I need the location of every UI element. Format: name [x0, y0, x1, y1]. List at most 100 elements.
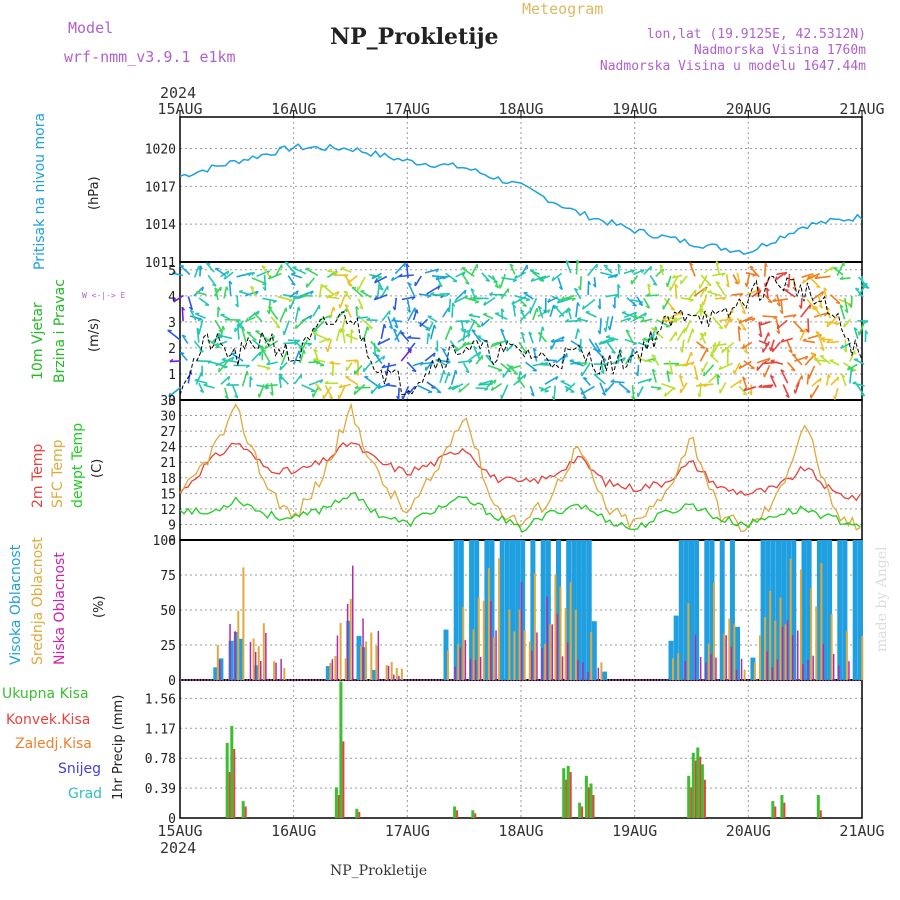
high-cloud-bar — [530, 540, 536, 680]
wind-barb-head — [798, 304, 802, 309]
y-tick-label: 4 — [168, 290, 176, 305]
wind-barb-head — [500, 328, 505, 333]
wind-barb-head — [264, 382, 269, 387]
wind-barb — [855, 383, 866, 397]
y-tick-label: 5 — [168, 264, 176, 279]
wind-barb — [579, 338, 582, 353]
wind-barb-head — [199, 389, 204, 394]
low-cloud-bar — [331, 659, 334, 680]
wind-barb-head — [223, 366, 228, 369]
wind-barb — [499, 273, 506, 289]
wind-barb — [744, 317, 756, 322]
wind-barb-head — [701, 301, 704, 306]
wind-barb-head — [476, 325, 481, 328]
wind-barb-head — [328, 396, 333, 400]
wind-barb — [394, 329, 402, 341]
low-cloud-bar — [495, 630, 497, 680]
wind-barb — [733, 362, 741, 375]
high-cloud-bar — [683, 540, 689, 680]
wind-barb-head — [238, 289, 244, 293]
mid-cloud-bar — [528, 641, 531, 680]
wind-barb — [471, 329, 482, 343]
wind-barb-head — [783, 271, 788, 276]
wind-barb-head — [172, 271, 177, 274]
mid-cloud-bar — [574, 609, 577, 680]
wind-barb — [193, 340, 204, 353]
wind-barb — [765, 287, 769, 299]
cloud-label-low: Niska Oblacnost — [52, 552, 68, 665]
wind-barb-head — [547, 309, 551, 314]
wind-barb-head — [319, 379, 324, 384]
wind-barb-head — [741, 310, 746, 315]
wind-barb-head — [196, 327, 201, 332]
wind-barb-head — [310, 290, 314, 295]
wind-barb-head — [792, 286, 797, 291]
wind-barb — [736, 317, 747, 331]
wind-barb-head — [522, 304, 527, 307]
wind-barb — [218, 360, 229, 373]
wind-barb — [424, 268, 440, 274]
wind-barb — [392, 328, 400, 343]
wind-barb — [341, 328, 346, 344]
wind-barb-head — [212, 283, 217, 287]
wind-barb-head — [538, 276, 543, 281]
wind-barb-head — [551, 276, 555, 282]
temp-sfc-line — [179, 402, 861, 533]
x-tick-label-bottom: 15AUG — [157, 822, 202, 840]
wind-barb-head — [839, 276, 844, 280]
temp-label-sfc: SFC Temp — [50, 439, 66, 508]
wind-barb — [470, 263, 478, 277]
wind-barb-head — [736, 279, 741, 284]
wind-barb — [807, 318, 810, 333]
high-cloud-bar — [361, 647, 367, 680]
wind-barb-head — [336, 291, 340, 296]
wind-barb-head — [758, 333, 762, 338]
wind-barb — [693, 365, 699, 381]
high-cloud-bar — [704, 540, 710, 680]
wind-barb — [689, 262, 696, 277]
wind-barb-head — [433, 324, 437, 329]
high-cloud-bar — [254, 665, 260, 680]
wind-barb-head — [830, 266, 834, 271]
wind-barb-head — [288, 299, 293, 303]
wind-barb — [607, 273, 618, 279]
wind-barb — [637, 378, 652, 384]
wind-barb — [287, 275, 296, 286]
wind-barb — [207, 339, 221, 349]
wind-barb-head — [464, 328, 468, 333]
wind-barb — [525, 361, 538, 372]
high-cloud-bar — [781, 540, 787, 680]
wind-barb-head — [774, 276, 778, 281]
wind-barb-head — [619, 348, 623, 354]
wind-barb-head — [699, 308, 704, 311]
wind-barb-head — [647, 283, 652, 288]
wind-barb — [476, 335, 489, 344]
wind-barb-head — [826, 322, 829, 328]
wind-barb-head — [763, 372, 765, 378]
x-tick-label-bottom: 21AUG — [839, 822, 884, 840]
wind-barb — [743, 360, 755, 370]
wind-barb-head — [820, 347, 825, 352]
coords-text: lon,lat (19.9125E, 42.5312N) — [647, 27, 866, 42]
wind-barb — [500, 384, 509, 400]
wind-barb — [329, 306, 335, 318]
wind-barb-head — [261, 348, 267, 352]
wind-barb — [329, 362, 341, 365]
wind-barb-head — [226, 382, 231, 386]
x-tick-label-bottom: 18AUG — [498, 822, 543, 840]
wind-barb — [603, 264, 613, 274]
wind-barb — [417, 321, 431, 331]
wind-barb — [556, 298, 571, 304]
wind-barb-head — [490, 386, 494, 391]
wind-barb — [293, 374, 303, 385]
low-cloud-bar — [393, 674, 395, 680]
wind-barb-head — [581, 305, 585, 310]
wind-barb — [668, 360, 674, 375]
wind-barb — [718, 362, 733, 371]
wind-barb-head — [626, 391, 631, 393]
wind-barb — [312, 304, 321, 317]
wind-barb — [699, 347, 709, 362]
wind-barb-head — [297, 306, 301, 311]
mid-cloud-bar — [564, 608, 567, 680]
wind-barb-head — [561, 336, 565, 341]
